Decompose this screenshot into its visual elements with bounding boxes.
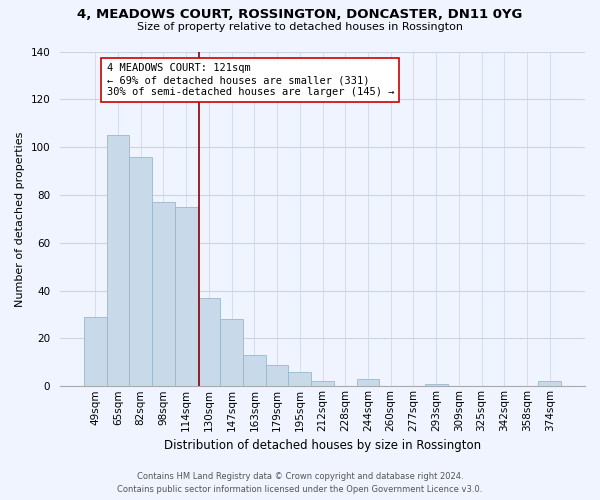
Bar	[130, 156, 152, 386]
Bar	[152, 202, 175, 386]
Bar	[266, 364, 289, 386]
Bar	[220, 320, 243, 386]
Bar	[311, 382, 334, 386]
Text: Contains HM Land Registry data © Crown copyright and database right 2024.
Contai: Contains HM Land Registry data © Crown c…	[118, 472, 482, 494]
Text: Size of property relative to detached houses in Rossington: Size of property relative to detached ho…	[137, 22, 463, 32]
Bar	[84, 317, 107, 386]
Text: 4, MEADOWS COURT, ROSSINGTON, DONCASTER, DN11 0YG: 4, MEADOWS COURT, ROSSINGTON, DONCASTER,…	[77, 8, 523, 20]
Bar	[107, 135, 130, 386]
X-axis label: Distribution of detached houses by size in Rossington: Distribution of detached houses by size …	[164, 440, 481, 452]
Bar	[538, 382, 561, 386]
Bar	[289, 372, 311, 386]
Bar	[243, 355, 266, 386]
Bar	[425, 384, 448, 386]
Bar	[175, 207, 197, 386]
Y-axis label: Number of detached properties: Number of detached properties	[15, 131, 25, 306]
Bar	[356, 379, 379, 386]
Bar	[197, 298, 220, 386]
Text: 4 MEADOWS COURT: 121sqm
← 69% of detached houses are smaller (331)
30% of semi-d: 4 MEADOWS COURT: 121sqm ← 69% of detache…	[107, 64, 394, 96]
